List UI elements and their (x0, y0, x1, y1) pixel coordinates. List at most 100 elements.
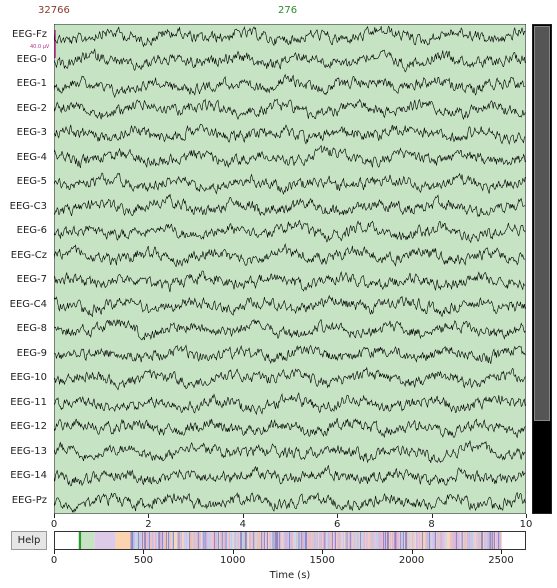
overview-segment (478, 532, 480, 549)
overview-segment (414, 532, 416, 549)
overview-segment (154, 532, 157, 549)
overview-segment (137, 532, 139, 549)
overview-segment (463, 532, 465, 549)
overview-segment (204, 532, 207, 549)
overview-segment (430, 532, 432, 549)
time-tick: 0 (50, 519, 58, 530)
overview-segment (390, 532, 392, 549)
overview-segment (480, 532, 482, 549)
overview-segment (401, 532, 403, 549)
overview-segment (422, 532, 424, 549)
overview-segment (160, 532, 162, 549)
overview-segment (136, 532, 138, 549)
channel-label[interactable]: EEG-3 (16, 127, 47, 138)
overview-segment (206, 532, 208, 549)
channel-label[interactable]: EEG-7 (16, 274, 47, 285)
eeg-trace (54, 294, 526, 318)
channel-label[interactable]: EEG-Cz (10, 249, 47, 261)
overview-segment (288, 532, 290, 549)
overview-segment (447, 532, 449, 549)
channel-label[interactable]: EEG-14 (10, 470, 47, 481)
overview-segment (198, 532, 200, 549)
channel-label[interactable]: EEG-13 (10, 445, 47, 457)
overview-segment (318, 532, 320, 549)
overview-segment (222, 532, 224, 549)
scrollbar-thumb[interactable] (534, 26, 550, 422)
overview-segment (397, 532, 399, 549)
overview-segment (453, 532, 455, 549)
channel-label[interactable]: EEG-12 (10, 421, 47, 432)
overview-segment (226, 532, 228, 549)
channel-label[interactable]: EEG-10 (10, 372, 47, 383)
overview-segment (147, 532, 149, 549)
time-tick-mark (54, 514, 55, 518)
overview-segment (263, 532, 265, 549)
channel-label[interactable]: EEG-0 (16, 53, 47, 65)
overview-segment (225, 532, 227, 549)
overview-segment (232, 532, 234, 549)
overview-segment (208, 532, 210, 549)
overview-segment (387, 532, 389, 549)
channel-label[interactable]: EEG-8 (16, 323, 47, 334)
overview-segment (230, 532, 232, 549)
overview-segment (460, 532, 462, 549)
channel-label[interactable]: EEG-9 (16, 347, 47, 359)
overview-segment (334, 532, 336, 549)
overview-segment (134, 532, 136, 549)
overview-segment (339, 532, 341, 549)
overview-segment (420, 532, 422, 549)
overview-segment (441, 532, 444, 549)
overview-segment (343, 532, 345, 549)
overview-segment (143, 532, 145, 549)
overview-bar[interactable] (54, 531, 526, 550)
overview-segment (471, 532, 473, 549)
overview-segment (151, 532, 153, 549)
time-tick-mark (526, 514, 527, 518)
overview-segment (392, 532, 394, 549)
channel-label[interactable]: EEG-1 (16, 78, 47, 89)
overview-segment (167, 532, 169, 549)
overview-segment (338, 532, 340, 549)
overview-tick-mark (54, 550, 55, 554)
overview-segment (399, 532, 401, 549)
overview-segment (465, 532, 467, 549)
overview-segment (323, 532, 326, 549)
overview-window-marker (78, 532, 82, 549)
overview-segment (426, 532, 428, 549)
channel-label[interactable]: EEG-C3 (9, 200, 47, 212)
overview-segment (342, 532, 344, 549)
channel-label[interactable]: EEG-4 (16, 151, 47, 163)
overview-segment (344, 532, 346, 549)
overview-segment (364, 532, 366, 549)
overview-segment (213, 532, 215, 549)
overview-segment (335, 532, 337, 549)
overview-segment (189, 532, 191, 549)
overview-segment (145, 532, 147, 549)
overview-segment (496, 532, 498, 549)
overview-segment (178, 532, 181, 549)
overview-segment (183, 532, 185, 549)
channel-label[interactable]: EEG-Pz (11, 494, 47, 506)
channel-label[interactable]: EEG-5 (16, 176, 47, 187)
overview-segment (175, 532, 177, 549)
channel-label[interactable]: EEG-Fz (12, 29, 47, 40)
channel-scrollbar[interactable] (532, 24, 552, 514)
overview-segment (236, 532, 238, 549)
overview-segment (218, 532, 220, 549)
overview-segment (180, 532, 183, 549)
overview-segment (461, 532, 463, 549)
overview-segment (273, 532, 275, 549)
overview-segment (149, 532, 151, 549)
channel-label[interactable]: EEG-11 (10, 396, 47, 408)
overview-segment (140, 532, 142, 549)
eeg-trace-plot[interactable] (54, 24, 526, 514)
channel-label[interactable]: EEG-6 (16, 225, 47, 236)
help-button[interactable]: Help (11, 531, 47, 550)
overview-segment (243, 532, 245, 549)
overview-segment (337, 532, 339, 549)
overview-segment (300, 532, 303, 549)
overview-segment (94, 532, 116, 549)
overview-segment (361, 532, 363, 549)
channel-label[interactable]: EEG-2 (16, 102, 47, 114)
channel-label[interactable]: EEG-C4 (9, 298, 47, 310)
